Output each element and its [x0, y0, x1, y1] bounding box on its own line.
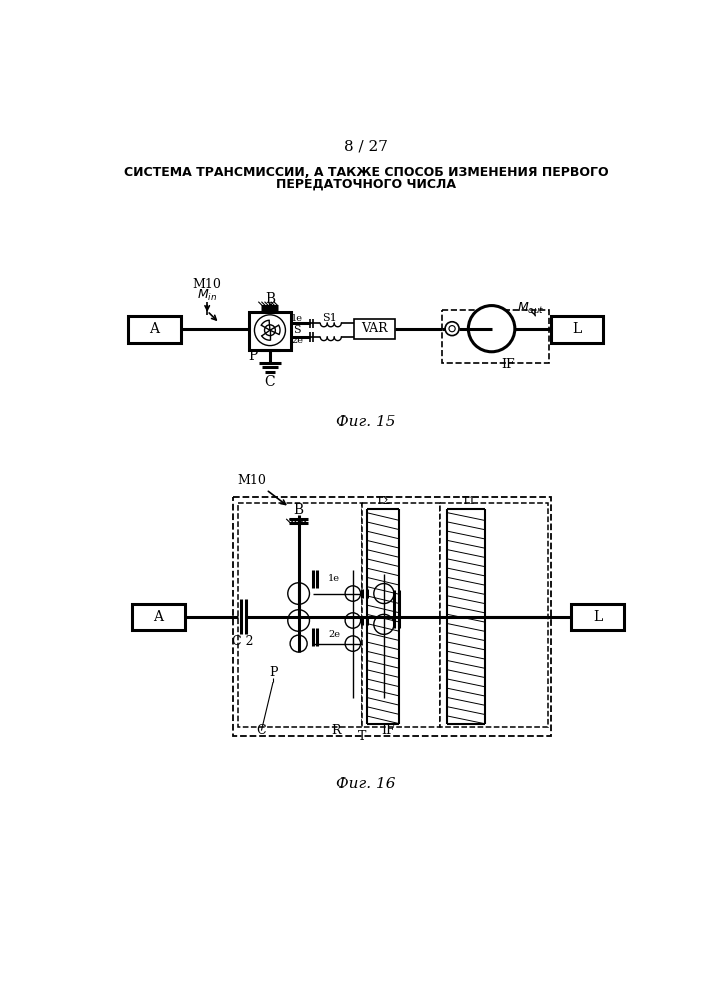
Text: C: C	[257, 724, 266, 737]
Text: C 2: C 2	[232, 635, 254, 648]
Text: 1e: 1e	[328, 574, 340, 583]
Text: A: A	[153, 610, 163, 624]
Text: C: C	[265, 375, 275, 389]
Bar	[571, 604, 624, 630]
Text: ПЕРЕДАТОЧНОГО ЧИСЛА: ПЕРЕДАТОЧНОГО ЧИСЛА	[276, 177, 456, 190]
Circle shape	[445, 322, 459, 336]
Text: VAR: VAR	[361, 322, 388, 335]
Circle shape	[449, 326, 455, 332]
Text: IF: IF	[381, 724, 395, 737]
Circle shape	[374, 614, 394, 634]
Text: B: B	[265, 292, 275, 306]
Circle shape	[374, 584, 394, 604]
Bar	[355, 319, 395, 339]
Circle shape	[287, 610, 310, 631]
Bar	[442, 310, 549, 363]
Circle shape	[255, 315, 285, 346]
Text: $M_{out}$: $M_{out}$	[518, 301, 545, 316]
Text: S1: S1	[322, 313, 337, 323]
Text: СИСТЕМА ТРАНСМИССИИ, А ТАКЖЕ СПОСОБ ИЗМЕНЕНИЯ ПЕРВОГО: СИСТЕМА ТРАНСМИССИИ, А ТАКЖЕ СПОСОБ ИЗМЕ…	[124, 166, 608, 179]
Text: 1e: 1e	[291, 314, 303, 323]
Text: B: B	[294, 503, 304, 517]
Text: Фиг. 15: Фиг. 15	[336, 415, 396, 429]
Text: Фиг. 16: Фиг. 16	[336, 777, 396, 791]
Circle shape	[345, 636, 360, 651]
Text: T1: T1	[462, 496, 476, 506]
Text: L: L	[593, 610, 603, 624]
Text: 2e: 2e	[291, 336, 303, 345]
Text: 2e: 2e	[328, 630, 340, 639]
Text: IF: IF	[501, 358, 515, 371]
Text: 8 / 27: 8 / 27	[344, 140, 388, 154]
Bar	[440, 503, 548, 727]
Bar	[233, 497, 551, 736]
Text: L: L	[572, 322, 581, 336]
Text: M10: M10	[193, 278, 222, 291]
Bar	[128, 316, 181, 343]
Text: M10: M10	[237, 474, 267, 487]
Bar	[238, 503, 363, 727]
Bar	[132, 604, 184, 630]
Text: P: P	[248, 349, 257, 363]
Text: $M_{in}$: $M_{in}$	[197, 288, 217, 303]
Text: R: R	[331, 724, 340, 737]
Circle shape	[345, 613, 360, 628]
Text: A: A	[149, 322, 159, 336]
Bar	[249, 312, 291, 350]
Circle shape	[468, 306, 515, 352]
Text: P: P	[269, 666, 277, 679]
Bar	[551, 316, 603, 343]
Circle shape	[345, 586, 360, 601]
Circle shape	[265, 325, 275, 336]
Bar	[363, 503, 440, 727]
Circle shape	[290, 635, 307, 652]
Text: T: T	[358, 730, 366, 742]
Text: S: S	[293, 325, 301, 335]
Circle shape	[287, 583, 310, 604]
Text: TΣ: TΣ	[376, 496, 392, 506]
